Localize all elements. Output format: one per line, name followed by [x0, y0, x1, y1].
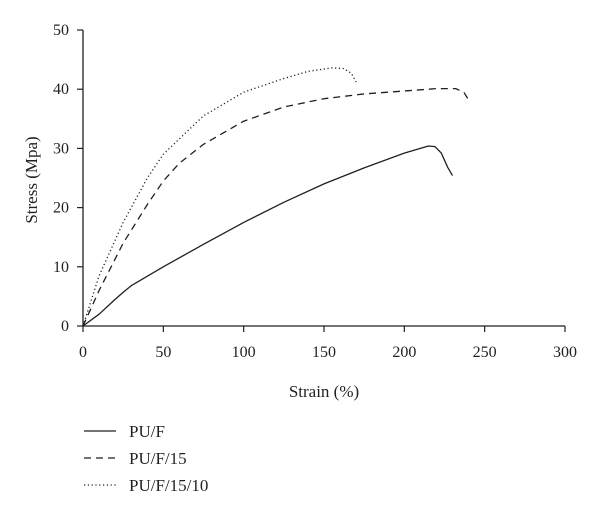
y-tick-label: 0 [61, 318, 69, 335]
x-tick-label: 150 [312, 344, 336, 361]
y-tick-label: 50 [53, 22, 69, 39]
x-tick-label: 300 [553, 344, 577, 361]
x-tick-label: 100 [232, 344, 256, 361]
x-tick-label: 200 [392, 344, 416, 361]
y-tick-label: 10 [53, 259, 69, 276]
y-tick-label: 30 [53, 140, 69, 157]
x-tick-label: 0 [79, 344, 87, 361]
axes: 0 50 100 150 200 250 300 0 10 20 30 40 50 [53, 22, 577, 361]
series-line-0 [82, 145, 454, 327]
x-tick-label: 50 [155, 344, 171, 361]
legend-label-2: PU/F/15/10 [129, 476, 208, 495]
legend-label-1: PU/F/15 [129, 449, 187, 468]
y-tick-label: 20 [53, 200, 69, 217]
plot-area [82, 67, 470, 327]
x-axis-label: Strain (%) [289, 382, 359, 401]
y-axis-label: Stress (Mpa) [22, 136, 41, 223]
series-line-2 [82, 67, 357, 327]
x-tick-label: 250 [473, 344, 497, 361]
y-tick-label: 40 [53, 81, 69, 98]
legend: PU/F PU/F/15 PU/F/15/10 [84, 422, 208, 495]
series-line-1 [82, 87, 470, 327]
legend-label-0: PU/F [129, 422, 165, 441]
